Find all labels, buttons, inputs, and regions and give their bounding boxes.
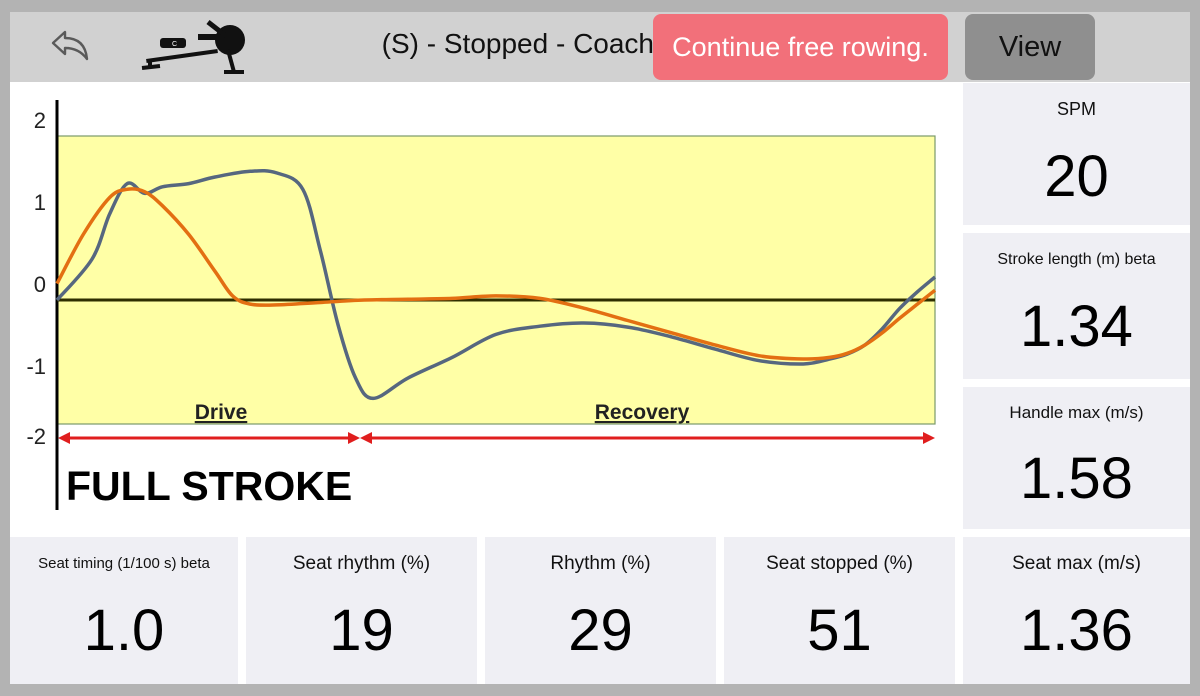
back-arrow-icon — [51, 30, 89, 61]
handle-max-tile: Handle max (m/s) 1.58 — [963, 386, 1190, 529]
stroke-length-label: Stroke length (m) beta — [997, 251, 1156, 268]
spm-tile: SPM 20 — [963, 82, 1190, 225]
seat-timing-value: 1.0 — [83, 598, 165, 663]
rhythm-tile: Rhythm (%) 29 — [485, 536, 716, 684]
y-tick-label: 2 — [34, 108, 46, 133]
handle-max-label: Handle max (m/s) — [1009, 403, 1144, 422]
rhythm-value: 29 — [568, 598, 633, 663]
svg-text:C: C — [172, 41, 177, 48]
seat-stopped-label: Seat stopped (%) — [766, 553, 913, 574]
y-tick-label: -1 — [26, 354, 46, 379]
recovery-arrow — [360, 432, 935, 444]
seat-rhythm-value: 19 — [329, 598, 394, 663]
app-window: C (S) - Stopped - Coach Continue free ro… — [10, 12, 1190, 684]
seat-stopped-tile: Seat stopped (%) 51 — [724, 536, 955, 684]
seat-velocity-line — [55, 187, 937, 361]
page-title: (S) - Stopped - Coach — [381, 28, 654, 59]
back-button[interactable] — [44, 24, 98, 70]
view-button[interactable]: View — [965, 14, 1095, 80]
spm-value: 20 — [1044, 144, 1109, 209]
y-tick-label: 1 — [34, 190, 46, 215]
y-tick-label: -2 — [26, 424, 46, 449]
drive-label: Drive — [195, 401, 248, 424]
plot-area — [56, 135, 936, 425]
stroke-length-value: 1.34 — [1020, 294, 1133, 359]
full-stroke-label: FULL STROKE — [66, 463, 352, 509]
seat-max-tile: Seat max (m/s) 1.36 — [963, 536, 1190, 684]
seat-timing-tile: Seat timing (1/100 s) beta 1.0 — [10, 536, 238, 684]
seat-max-value: 1.36 — [1020, 598, 1133, 663]
stroke-length-tile: Stroke length (m) beta 1.34 — [963, 232, 1190, 379]
seat-timing-label: Seat timing (1/100 s) beta — [38, 555, 210, 572]
handle-max-value: 1.58 — [1020, 446, 1133, 511]
drive-arrow — [58, 432, 360, 444]
y-tick-label: 0 — [34, 272, 46, 297]
recovery-label: Recovery — [595, 401, 690, 424]
top-bar: C (S) - Stopped - Coach Continue free ro… — [10, 12, 1190, 82]
seat-rhythm-tile: Seat rhythm (%) 19 — [246, 536, 477, 684]
rowing-machine-icon: C — [141, 20, 245, 74]
seat-stopped-value: 51 — [807, 598, 872, 663]
spm-label: SPM — [1056, 99, 1096, 119]
seat-max-label: Seat max (m/s) — [1012, 553, 1141, 574]
seat-rhythm-label: Seat rhythm (%) — [292, 553, 431, 574]
stroke-force-chart: 2 1 0 -1 -2 Drive Recovery FULL STROKE — [26, 100, 937, 510]
rhythm-label: Rhythm (%) — [550, 553, 651, 574]
continue-free-rowing-button[interactable]: Continue free rowing. — [653, 14, 948, 80]
